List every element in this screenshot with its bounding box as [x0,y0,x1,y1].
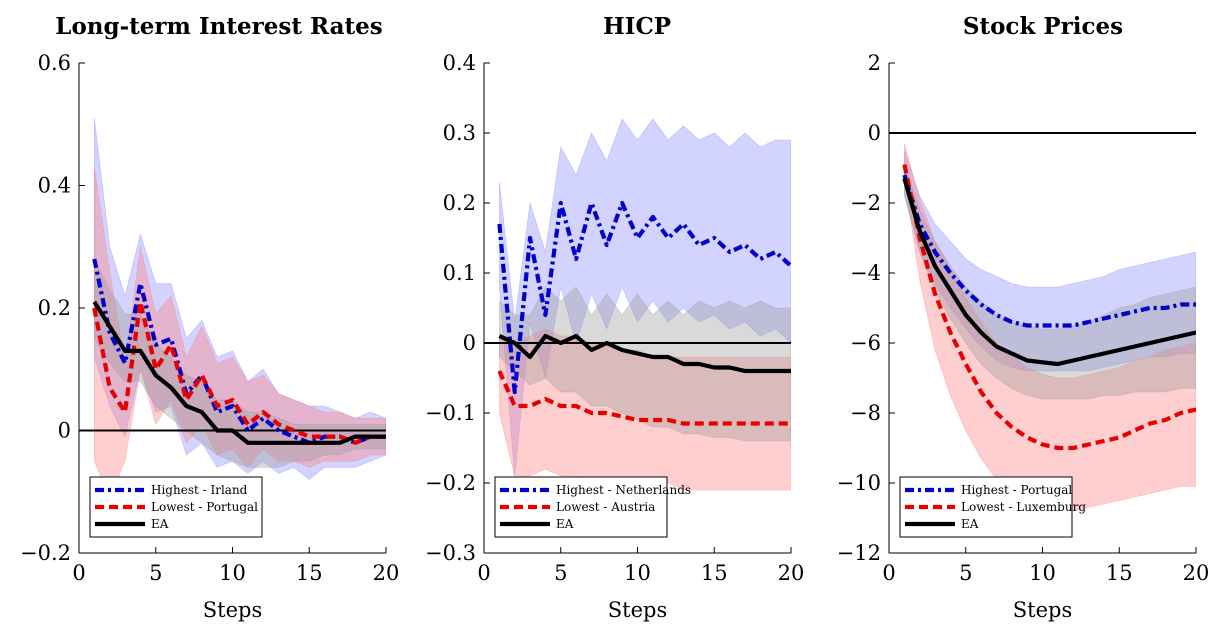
x-tick-label: 5 [554,561,567,585]
y-tick-label: −8 [850,401,881,425]
chart-title: HICP [603,13,671,40]
confidence-band-1 [94,118,386,480]
legend-box [899,476,1073,538]
legend-label-1: Highest - Netherlands [556,483,691,497]
chart-title: Stock Prices [963,13,1123,40]
chart-title: Long-term Interest Rates [55,13,382,40]
plot-area [484,118,791,491]
x-tick-label: 5 [959,561,972,585]
legend-label-3: EA [151,517,169,531]
legend-label-1: Highest - Irland [151,483,248,497]
y-tick-label: 0 [58,419,71,443]
plot-area [79,118,386,499]
x-tick-label: 20 [373,561,400,585]
chart-panel-2: HICP −0.3 −0.2 −0.1 0 0.1 0.2 0.3 0.4 0 5 10 15 20 Ste… [425,13,804,622]
y-tick-label: −10 [837,471,881,495]
y-tick-label: 0.1 [443,261,476,285]
x-tick-label: 0 [72,561,85,585]
y-tick-label: −0.2 [425,471,476,495]
series-line-1 [497,200,791,395]
series-line-3 [498,333,791,374]
x-axis-label: Steps [1013,598,1072,622]
plot-area [889,132,1196,512]
legend-label-2: Lowest - Luxemburg [961,500,1086,514]
legend-label-3: EA [556,517,574,531]
y-tick-label: −0.3 [425,541,476,565]
legend-label-1: Highest - Portugal [961,483,1072,497]
x-tick-label: 0 [882,561,895,585]
x-tick-label: 10 [219,561,246,585]
confidence-band-3 [499,286,791,442]
confidence-band-1 [499,118,791,477]
legend: Highest - Portugal Lowest - Luxemburg EA [899,476,1086,538]
y-tick-label: 0.6 [38,51,71,75]
x-tick-label: 10 [624,561,651,585]
x-tick-label: 20 [1183,561,1210,585]
series-line-2 [92,299,386,445]
y-tick-label: 0.4 [443,51,476,75]
legend-label-2: Lowest - Austria [556,500,655,514]
y-tick-label: 0.2 [443,191,476,215]
series-line-3 [92,300,386,445]
x-axis-label: Steps [203,598,262,622]
y-tick-label: −0.1 [425,401,476,425]
confidence-band-2 [94,167,386,499]
x-axis-label: Steps [608,598,667,622]
legend: Highest - Netherlands Lowest - Austria EA [494,476,691,538]
chart-panel-1: Long-term Interest Rates−0.200.20.40.60 5… [20,13,399,622]
y-tick-label: 0.2 [38,296,71,320]
x-tick-label: 5 [149,561,162,585]
series-line-1 [92,258,386,445]
series-line-1 [902,174,1196,328]
legend-box [494,476,668,538]
y-tick-label: 0.4 [38,174,71,198]
legend-label-2: Lowest - Portugal [151,500,258,514]
x-tick-label: 20 [778,561,805,585]
legend-box [89,476,263,538]
y-tick-label: 0.3 [443,121,476,145]
x-tick-label: 15 [1106,561,1133,585]
legend: Highest - Irland Lowest - Portugal EA [89,476,263,538]
y-tick-label: 0 [868,121,881,145]
series-line-2 [497,370,791,426]
y-tick-label: 2 [868,51,881,75]
y-tick-label: −4 [850,261,881,285]
series-line-3 [902,177,1196,367]
x-tick-label: 0 [477,561,490,585]
x-tick-label: 10 [1029,561,1056,585]
x-tick-label: 15 [701,561,728,585]
legend-label-3: EA [961,517,979,531]
x-tick-label: 15 [296,561,323,585]
y-tick-label: −0.2 [20,541,71,565]
y-tick-label: −6 [850,331,881,355]
y-tick-label: 0 [463,331,476,355]
y-tick-label: −2 [850,191,881,215]
y-tick-label: −12 [837,541,881,565]
